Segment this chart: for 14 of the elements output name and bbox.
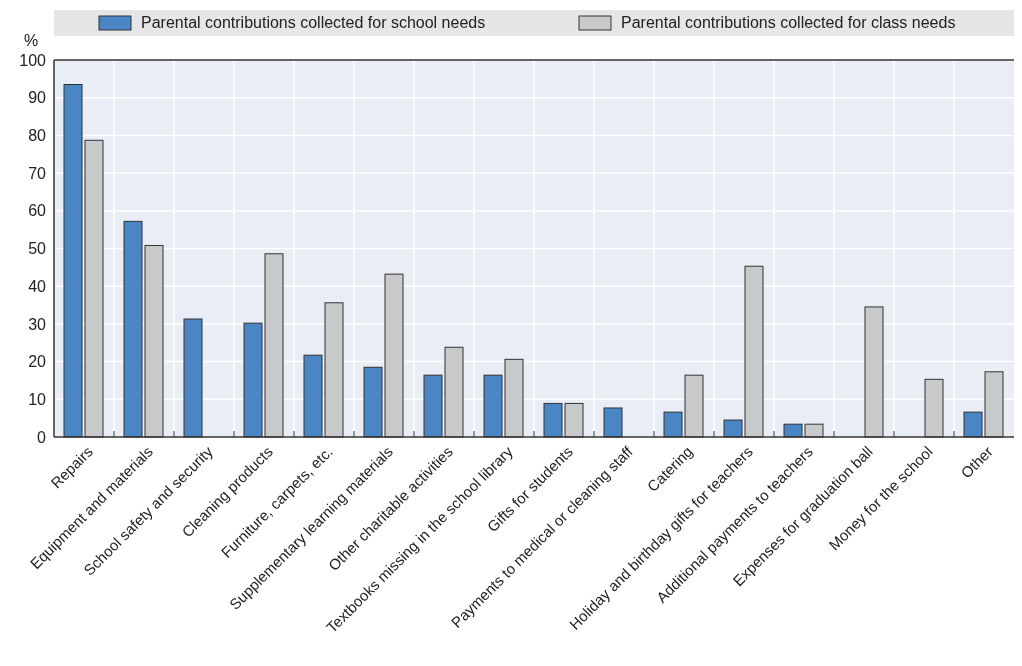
y-tick-label: 80 xyxy=(28,127,47,144)
y-tick-label: 20 xyxy=(28,353,47,371)
legend-label: Parental contributions collected for school needs xyxy=(141,14,486,31)
y-tick-label: 10 xyxy=(28,390,47,408)
y-tick-label: 40 xyxy=(28,277,47,295)
y-tick-label: 90 xyxy=(28,89,47,107)
y-axis-title: % xyxy=(24,32,39,49)
y-tick-label: 0 xyxy=(37,428,47,446)
y-tick-label: 30 xyxy=(28,315,47,333)
legend-label: Parental contributions collected for class needs xyxy=(621,14,956,31)
y-tick-label: 100 xyxy=(19,51,47,69)
y-tick-label: 70 xyxy=(28,164,47,182)
y-tick-label: 60 xyxy=(28,202,47,220)
y-tick-label: 50 xyxy=(28,240,47,258)
